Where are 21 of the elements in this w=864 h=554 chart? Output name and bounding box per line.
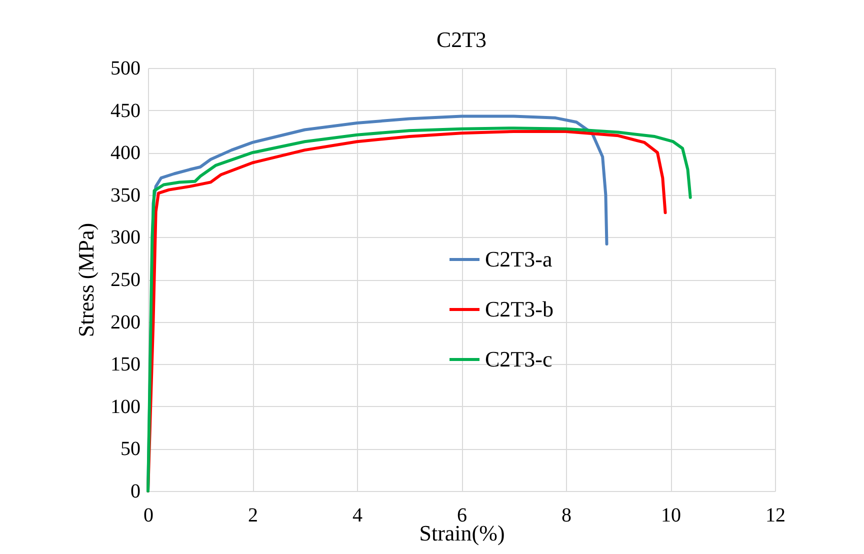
- y-tick-label: 350: [110, 184, 140, 206]
- legend-label: C2T3-c: [485, 346, 552, 372]
- legend-label: C2T3-a: [485, 246, 552, 272]
- y-tick-label: 250: [110, 269, 140, 291]
- y-tick-label: 150: [110, 354, 140, 376]
- y-tick-label: 500: [110, 58, 140, 80]
- x-tick-label: 4: [352, 504, 362, 526]
- y-tick-label: 400: [110, 142, 140, 164]
- legend-label: C2T3-b: [485, 296, 554, 322]
- x-tick-label: 8: [562, 504, 572, 526]
- y-tick-label: 100: [110, 396, 140, 418]
- y-tick-label: 0: [130, 480, 140, 502]
- y-axis-title: Stress (MPa): [74, 222, 98, 338]
- y-tick-label: 450: [110, 100, 140, 122]
- x-tick-label: 2: [248, 504, 258, 526]
- chart-title: C2T3: [436, 27, 487, 52]
- y-tick-label: 200: [110, 311, 140, 334]
- y-tick-label: 300: [110, 226, 140, 249]
- x-tick-label: 10: [661, 504, 681, 526]
- y-tick-label: 50: [120, 438, 140, 460]
- x-tick-label: 12: [766, 504, 786, 526]
